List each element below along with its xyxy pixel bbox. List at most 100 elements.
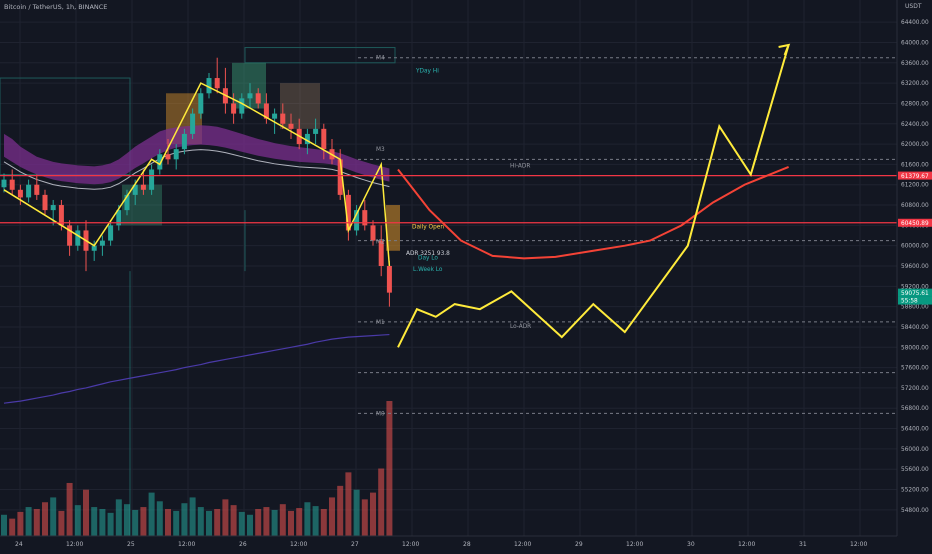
- x-tick-label: 28: [463, 541, 471, 548]
- time-axis[interactable]: 24 12:00 25 12:00 26 12:00 27 12:00 28 12:00 29 12:…: [0, 535, 932, 550]
- candle-body: [173, 149, 179, 160]
- y-tick-label: 61600.00: [901, 162, 929, 168]
- volume-bar: [50, 497, 57, 536]
- x-tick-label: 12:00: [626, 541, 643, 548]
- level-label: M3: [376, 147, 385, 153]
- arrow-head: [778, 43, 791, 56]
- zigzag-line: [3, 82, 391, 267]
- price-tag: [898, 171, 932, 180]
- x-tick-label: 24: [15, 541, 23, 548]
- level-zones: [0, 47, 400, 536]
- candle-body: [337, 159, 343, 195]
- volume-bar: [370, 492, 376, 536]
- candle-body: [304, 133, 310, 145]
- candle-body: [378, 240, 384, 266]
- x-tick-label: 27: [351, 541, 359, 548]
- y-tick-label: 60000.00: [901, 244, 929, 250]
- x-tick-label: 25: [127, 541, 135, 548]
- indicator-lines: [3, 82, 391, 404]
- volume-bar: [353, 489, 360, 536]
- projection-lines: [397, 43, 791, 348]
- volume-bar: [386, 401, 393, 536]
- level-label: Hi-ADR: [510, 163, 530, 169]
- y-tick-label: 58000.00: [901, 345, 929, 351]
- volume-bar: [1, 514, 7, 536]
- ema-cloud: [3, 125, 390, 190]
- volume-bar: [197, 507, 204, 536]
- y-tick-label: 63200.00: [901, 81, 929, 87]
- level-label: M1: [376, 320, 385, 326]
- y-tick-label: 62000.00: [901, 142, 929, 148]
- volume-bar: [181, 503, 188, 536]
- x-tick-label: 12:00: [66, 541, 83, 548]
- level-label: M0: [376, 411, 385, 417]
- price-tag: [898, 288, 932, 297]
- candles[interactable]: [1, 57, 392, 307]
- volume-bar: [66, 482, 73, 536]
- volume-bar: [222, 499, 229, 536]
- y-tick-label: 64400.00: [901, 20, 929, 26]
- volume-bar: [214, 509, 221, 536]
- candle-body: [263, 103, 269, 119]
- volume-bar: [140, 507, 147, 536]
- y-tick-label: 63600.00: [901, 61, 929, 67]
- volume-bar: [132, 509, 139, 536]
- x-tick-label: 12:00: [514, 541, 531, 548]
- x-tick-label: 12:00: [402, 541, 419, 548]
- volume-bar: [279, 504, 286, 536]
- candle-body: [214, 78, 220, 89]
- volume-bar: [107, 512, 114, 536]
- volume-bar: [91, 507, 98, 536]
- level-label: Lo-ADR: [510, 324, 531, 330]
- y-tick-label: 59200.00: [901, 284, 929, 290]
- chart-title: Bitcoin / TetherUS, 1h, BINANCE: [4, 3, 108, 11]
- y-tick-label: 59600.00: [901, 264, 929, 270]
- volume-bar: [304, 502, 311, 536]
- candle-body: [362, 210, 368, 226]
- candle-body: [124, 194, 130, 211]
- y-tick-label: 56000.00: [901, 447, 929, 453]
- y-tick-label: 55600.00: [901, 467, 929, 473]
- volume-bar: [189, 497, 196, 536]
- sma-line: [3, 333, 390, 404]
- candle-body: [239, 98, 245, 114]
- y-tick-label: 60800.00: [901, 203, 929, 209]
- candle-body: [198, 93, 204, 114]
- candle-body: [255, 93, 261, 104]
- candle-body: [116, 210, 122, 226]
- volume-bar: [238, 511, 245, 536]
- x-tick-label: 26: [239, 541, 247, 548]
- level-label: L.Week Lo: [413, 267, 443, 273]
- candle-body: [26, 184, 32, 198]
- volume-bar: [312, 506, 319, 536]
- volume-bar: [230, 505, 237, 536]
- price-tag-label: 59075.61: [901, 291, 929, 297]
- volume-bar: [58, 510, 65, 536]
- y-tick-label: 58800.00: [901, 305, 929, 311]
- volume-bar: [156, 501, 163, 536]
- level-label: YDay Hi: [415, 68, 439, 74]
- volume-bars: [1, 401, 393, 536]
- y-tick-label: 61200.00: [901, 183, 929, 189]
- volume-bar: [124, 504, 130, 536]
- level-label: Daily Open: [412, 224, 444, 230]
- candle-body: [75, 230, 81, 246]
- candle-body: [99, 240, 105, 246]
- y-tick-label: 55200.00: [901, 488, 929, 494]
- volume-bar: [288, 510, 294, 536]
- volume-bar: [99, 509, 106, 536]
- y-tick-label: 58400.00: [901, 325, 929, 331]
- volume-bar: [320, 509, 327, 536]
- price-axis[interactable]: USDT 54800.00 55200.00 55600.00 56000.00 5640…: [896, 0, 932, 550]
- y-tick-label: 62800.00: [901, 101, 929, 107]
- candle-body: [313, 128, 319, 134]
- candle-body: [190, 113, 196, 134]
- volume-bar: [74, 505, 81, 536]
- candle-body: [354, 210, 360, 231]
- volume-bar: [378, 468, 385, 536]
- y-tick-label: 57200.00: [901, 386, 929, 392]
- volume-bar: [9, 518, 16, 536]
- volume-bar: [361, 499, 368, 536]
